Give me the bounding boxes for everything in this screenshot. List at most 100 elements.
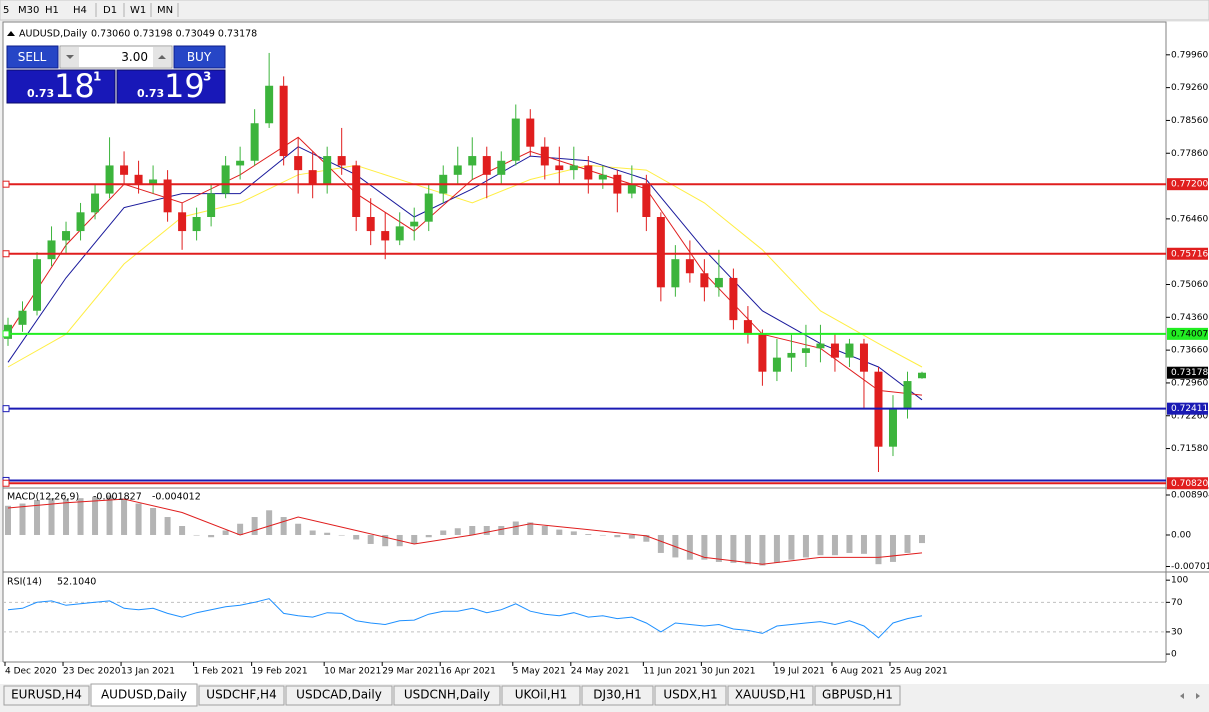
x-tick-label: 24 May 2021: [571, 667, 630, 677]
macd-bar: [701, 534, 708, 560]
symbol-title: AUDUSD,Daily: [19, 29, 88, 40]
macd-bar: [121, 499, 128, 535]
macd-bar: [367, 534, 374, 544]
candle-body: [918, 372, 926, 379]
level-label: 0.72411: [1171, 404, 1208, 414]
level-label: 0.77200: [1171, 180, 1208, 190]
level-handle[interactable]: [2, 180, 10, 188]
symbol-tab[interactable]: [3, 685, 90, 706]
y-tick-label: 0.76460: [1171, 214, 1208, 224]
level-tag: [1167, 178, 1208, 191]
timeframe-button[interactable]: 5: [3, 5, 9, 16]
macd-bar: [483, 526, 490, 535]
candle-body: [250, 123, 259, 161]
up-arrow: [158, 55, 166, 59]
macd-bar: [150, 508, 157, 535]
candle-body: [178, 212, 187, 232]
macd-bar: [744, 534, 751, 565]
plots: 0.79960 0.79260 0.78560 0.77860 0.76460 0.750…: [2, 50, 1209, 677]
y-tick-label: 0.73660: [1171, 346, 1208, 356]
down-arrow: [66, 55, 74, 59]
macd-bar: [889, 534, 896, 562]
candle-body: [163, 179, 172, 213]
macd-bar: [498, 526, 505, 535]
tab-scroll-right[interactable]: [1196, 693, 1200, 699]
macd-bar: [34, 499, 41, 535]
symbol-tab[interactable]: [198, 685, 285, 706]
sell-price-big: 18: [54, 67, 95, 105]
macd-title: MACD(12,26,9): [7, 492, 79, 503]
symbol-tab[interactable]: [727, 685, 814, 706]
macd-bar: [614, 534, 621, 538]
symbol-tab[interactable]: [581, 685, 654, 706]
macd-bar: [309, 530, 316, 535]
timeframe-button[interactable]: M30: [18, 5, 39, 16]
candle-body: [816, 343, 825, 349]
y-tick-label: 0.78560: [1171, 116, 1208, 126]
symbol-tab[interactable]: [285, 685, 393, 706]
tab-label: XAUUSD,H1: [735, 688, 806, 702]
level-label: 0.70820: [1171, 479, 1208, 489]
symbol-tab[interactable]: [90, 683, 198, 707]
sell-label: SELL: [18, 50, 47, 64]
symbol-tab[interactable]: [654, 685, 727, 706]
level-tag: [1167, 402, 1208, 415]
timeframe-button[interactable]: H1: [45, 5, 59, 16]
candle-body: [656, 217, 665, 288]
candle-body: [410, 221, 419, 227]
level-handle[interactable]: [2, 405, 10, 413]
macd-bar: [5, 505, 11, 535]
candle-body: [888, 409, 897, 447]
timeframe-button[interactable]: MN: [157, 5, 173, 16]
level-tag: [1167, 477, 1208, 490]
volume-box[interactable]: [59, 45, 173, 69]
x-tick-label: 25 Aug 2021: [890, 667, 948, 677]
candle-body: [207, 193, 216, 217]
x-tick-label: 13 Jan 2021: [121, 667, 175, 677]
toolbar: [0, 0, 1209, 21]
candle-body: [395, 226, 404, 241]
x-tick-label: 16 Apr 2021: [440, 667, 496, 677]
sell-price-box[interactable]: [6, 69, 116, 104]
buy-price-sup: 3: [203, 70, 211, 84]
candle-body: [526, 118, 535, 147]
macd-bar: [556, 529, 563, 535]
symbol-tab[interactable]: [814, 685, 901, 706]
macd-bar: [454, 528, 461, 535]
timeframe-button[interactable]: D1: [103, 5, 117, 16]
level-tag: [1167, 327, 1208, 340]
x-tick-label: 29 Mar 2021: [382, 667, 439, 677]
timeframe-button[interactable]: W1: [130, 5, 146, 16]
symbol-tab[interactable]: [393, 685, 501, 706]
candle-body: [772, 357, 781, 372]
timeframe-button[interactable]: H4: [73, 5, 87, 16]
tab-scroll-left[interactable]: [1180, 693, 1184, 699]
macd-bar: [817, 534, 824, 556]
level-handle[interactable]: [2, 330, 10, 338]
macd-bar: [63, 499, 70, 535]
tab-label: EURUSD,H4: [11, 688, 82, 702]
y-tick-label: 0.00: [1171, 530, 1191, 540]
candle-body: [584, 165, 593, 180]
indicator-line: [7, 598, 923, 639]
candle-body: [453, 165, 462, 175]
level-handle[interactable]: [2, 250, 10, 258]
tab-label: GBPUSD,H1: [822, 688, 893, 702]
sell-button[interactable]: [6, 45, 59, 69]
symbol-tab[interactable]: [501, 685, 581, 706]
candle-body: [221, 165, 230, 194]
candle-body: [729, 277, 738, 321]
macd-bar: [208, 534, 215, 538]
candle-body: [236, 160, 245, 166]
candle-body: [424, 193, 433, 222]
buy-button[interactable]: [173, 45, 226, 69]
level-handle[interactable]: [2, 479, 10, 487]
y-tick-label: 0: [1171, 650, 1177, 660]
buy-price-prefix: 0.73: [137, 87, 164, 100]
candle-body: [337, 156, 346, 166]
volume-value: 3.00: [121, 50, 148, 64]
x-tick-label: 6 Aug 2021: [832, 667, 884, 677]
buy-price-box[interactable]: [116, 69, 226, 104]
collapse-arrow[interactable]: [7, 31, 15, 36]
